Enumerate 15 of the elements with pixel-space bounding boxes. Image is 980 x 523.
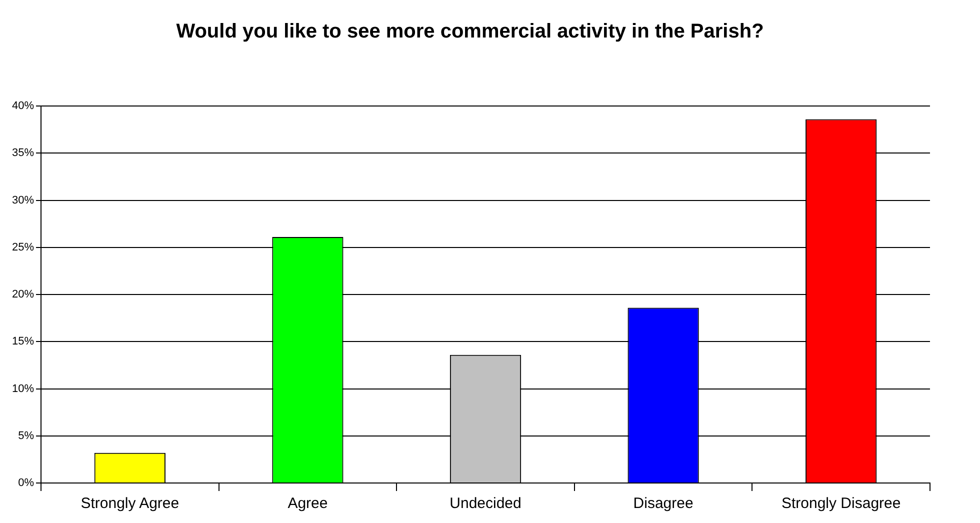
y-tick-label: 5% xyxy=(18,430,34,442)
x-tick-label: Agree xyxy=(288,495,328,512)
y-tick-label: 15% xyxy=(12,336,34,348)
chart-title: Would you like to see more commercial activity in the Parish? xyxy=(176,20,764,43)
y-tick-label: 0% xyxy=(18,477,34,490)
y-tick-label: 25% xyxy=(12,241,34,254)
y-tick-label: 30% xyxy=(12,194,34,206)
y-tick-label: 35% xyxy=(12,147,34,160)
y-tick-label: 10% xyxy=(12,382,34,395)
y-tick-label: 20% xyxy=(12,288,34,301)
x-tick-label: Disagree xyxy=(633,495,694,512)
x-tick-label: Strongly Agree xyxy=(80,495,180,512)
x-tick-label: Strongly Disagree xyxy=(781,495,901,512)
y-tick-label: 40% xyxy=(12,100,34,112)
x-tick-label: Undecided xyxy=(450,495,522,512)
